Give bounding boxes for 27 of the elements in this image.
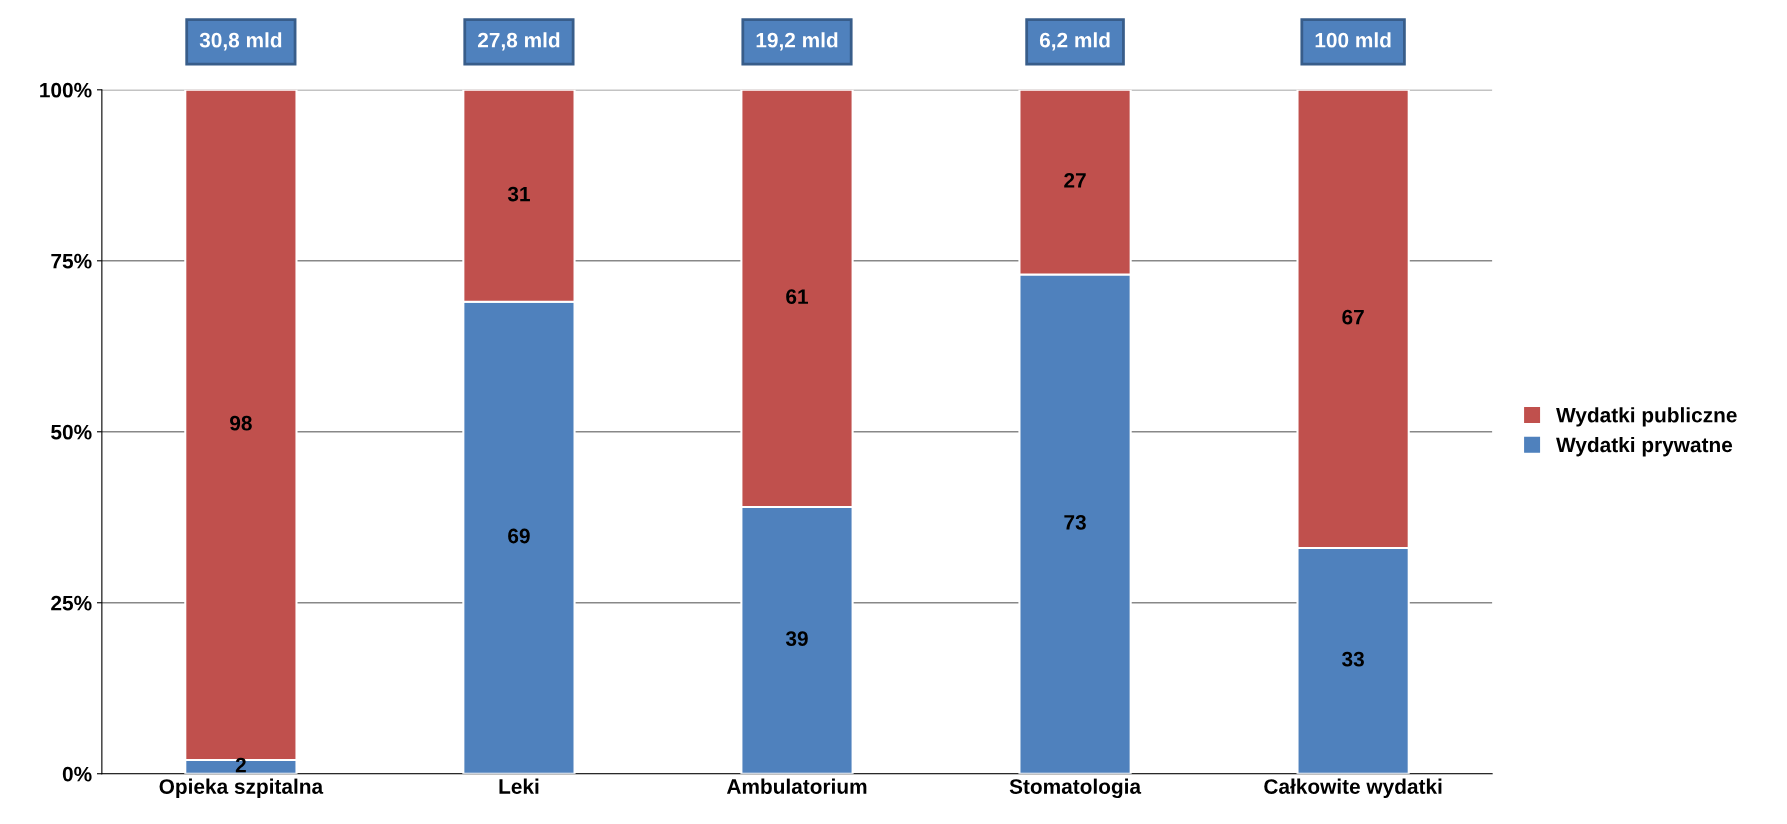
x-tick-label: Stomatologia bbox=[1009, 778, 1142, 799]
y-tick-label: 25% bbox=[51, 595, 92, 611]
data-label: 33 bbox=[1342, 651, 1364, 667]
text: 100 mld bbox=[1315, 32, 1391, 48]
data-label: 69 bbox=[508, 528, 530, 544]
text: 30,8 mld bbox=[199, 32, 282, 51]
data-label: 67 bbox=[1342, 309, 1364, 325]
data-label: 2 bbox=[235, 757, 246, 773]
data-label: 39 bbox=[785, 631, 808, 646]
y-tick-label: 100% bbox=[40, 82, 92, 98]
data-label: 98 bbox=[230, 415, 252, 431]
x-tick-label: Opieka szpitalna bbox=[159, 778, 324, 799]
data-label: 27 bbox=[1064, 172, 1086, 188]
x-tick-label: Ambulatorium bbox=[726, 778, 867, 794]
data-label: 73 bbox=[1064, 514, 1086, 530]
legend-label: Wydatki publiczne bbox=[1556, 407, 1737, 427]
data-label: 61 bbox=[786, 289, 809, 304]
y-tick-label: 50% bbox=[51, 424, 92, 440]
text: 6,2 mld bbox=[1039, 32, 1110, 51]
x-tick-label: Leki bbox=[499, 778, 539, 794]
legend-label: Wydatki prywatne bbox=[1556, 436, 1733, 457]
x-tick-label: Całkowite wydatki bbox=[1264, 778, 1442, 799]
data-label: 31 bbox=[507, 186, 530, 202]
y-tick-label: 75% bbox=[51, 253, 92, 269]
text: 27,8 mld bbox=[477, 32, 560, 51]
text: 19,2 mld bbox=[756, 32, 838, 51]
y-tick-label: 0% bbox=[62, 766, 92, 782]
